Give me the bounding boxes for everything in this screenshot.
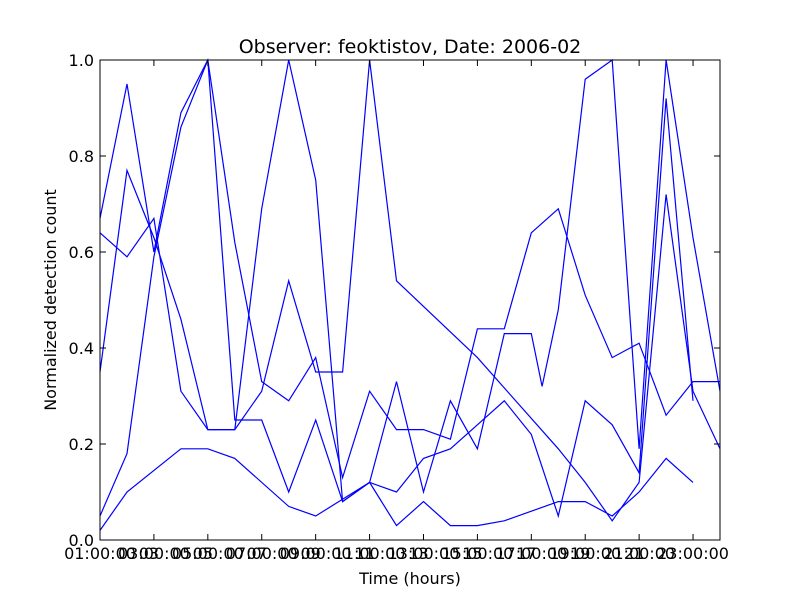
series-line-2 (99, 59, 694, 527)
chart-title: Observer: feoktistov, Date: 2006-02 (239, 36, 582, 58)
x-tick-label: 07:00:00 (226, 544, 298, 563)
x-tick-label: 03:00:00 (118, 544, 190, 563)
series-lines (99, 58, 721, 531)
x-tick-label: 11:00:00 (334, 544, 406, 563)
x-tick-label-overlap: 11 (354, 544, 374, 563)
x-tick-label-overlap: 09 (300, 544, 320, 563)
x-tick-label: 15:00:00 (441, 544, 513, 563)
y-tick-label: 0.8 (69, 147, 94, 166)
series-line-3 (99, 59, 721, 522)
y-axis-label: Normalized detection count (41, 189, 60, 411)
y-tick-label: 1.0 (69, 51, 94, 70)
x-tick-label-overlap: 13 (408, 544, 428, 563)
x-tick-label: 19:00:00 (549, 544, 621, 563)
y-tick-label: 0.2 (69, 435, 94, 454)
series-line-1 (99, 58, 720, 480)
x-tick-label: 23:00:00 (657, 544, 729, 563)
x-axis-label: Time (hours) (358, 569, 461, 588)
x-tick-label-overlap: 15 (462, 544, 482, 563)
y-tick-label: 0.6 (69, 243, 94, 262)
y-tick-label: 0.0 (69, 531, 94, 550)
x-tick-label: 09:00:00 (280, 544, 352, 563)
x-tick-label-overlap: 03 (139, 544, 159, 563)
series-line-4 (99, 59, 694, 519)
x-tick-label: 21:00:00 (603, 544, 675, 563)
y-axis: 0.0 0.2 0.4 0.6 0.8 1.0 (69, 51, 720, 550)
x-tick-label: 01:00:00 (64, 544, 136, 563)
x-tick-label: 05:00:00 (172, 544, 244, 563)
x-tick-label-overlap: 19 (570, 544, 590, 563)
series-line-5 (99, 58, 721, 531)
x-tick-label-overlap: 05 (193, 544, 213, 563)
x-tick-label-overlap: 07 (247, 544, 267, 563)
x-tick-label-overlap: 17 (516, 544, 536, 563)
plot-area-frame (99, 59, 721, 541)
x-tick-label: 13:00:00 (388, 544, 460, 563)
x-tick-label-overlap: 21 (624, 544, 644, 563)
y-tick-label: 0.4 (69, 339, 94, 358)
x-tick-label: 17:00:00 (495, 544, 567, 563)
